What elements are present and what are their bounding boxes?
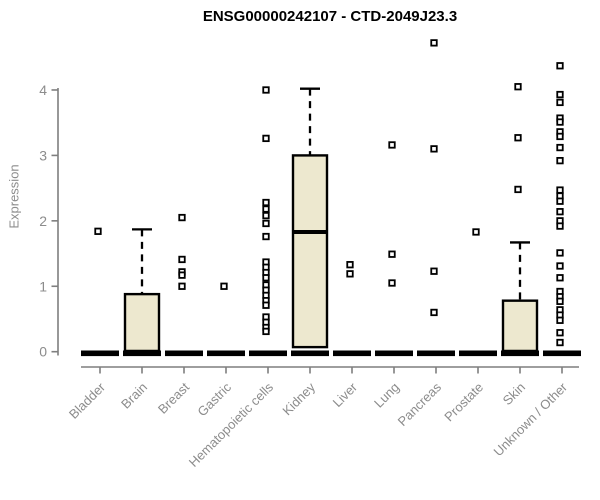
outlier-point	[556, 297, 564, 305]
outlier-point	[556, 197, 564, 205]
outlier-point	[556, 249, 564, 257]
y-tick-label: 2	[39, 213, 47, 229]
x-tick-label: Prostate	[441, 380, 486, 425]
x-tick-label: Pancreas	[395, 379, 445, 429]
outlier-point	[556, 329, 564, 337]
x-tick-label: Skin	[500, 380, 528, 408]
outlier-point	[514, 185, 522, 194]
outlier-point	[556, 222, 564, 230]
outlier-point	[556, 143, 564, 152]
outlier-point	[262, 219, 270, 228]
outlier-point	[556, 118, 564, 126]
y-tick-label: 1	[39, 278, 47, 294]
outlier-point	[556, 156, 564, 165]
outlier-point	[514, 83, 522, 91]
outlier-point	[388, 250, 396, 258]
outlier-point	[430, 145, 438, 153]
x-tick-label: Unknown / Other	[491, 379, 571, 459]
y-tick-label: 0	[39, 344, 47, 360]
outlier-point	[178, 282, 186, 290]
box	[501, 299, 539, 353]
zero-bar	[123, 350, 161, 357]
zero-bar	[417, 350, 455, 357]
outlier-point	[178, 271, 186, 279]
x-tick-label: Brain	[118, 380, 150, 412]
x-tick-label: Kidney	[279, 379, 318, 418]
zero-bar	[459, 350, 497, 357]
outlier-point	[220, 282, 228, 290]
outlier-point	[556, 90, 564, 99]
outlier-point	[556, 132, 564, 141]
zero-bar	[501, 350, 539, 357]
outlier-point	[262, 301, 270, 309]
outlier-point	[262, 205, 270, 213]
outlier-point	[262, 232, 270, 241]
outlier-point	[262, 274, 270, 282]
outlier-point	[430, 39, 438, 47]
outlier-point	[262, 211, 270, 220]
outlier-point	[556, 62, 564, 70]
outlier-point	[556, 274, 564, 282]
outlier-point	[178, 213, 186, 222]
x-tick-label: Gastric	[194, 379, 234, 419]
outlier-point	[556, 338, 564, 347]
outlier-point	[514, 134, 522, 142]
zero-bar	[375, 350, 413, 357]
outlier-point	[388, 141, 396, 149]
x-tick-label: Liver	[330, 379, 361, 410]
zero-bar	[543, 350, 581, 357]
outlier-point	[178, 255, 186, 264]
outlier-point	[388, 279, 396, 287]
zero-bar	[291, 350, 329, 357]
zero-bar	[165, 350, 203, 357]
outlier-point	[262, 86, 270, 94]
zero-bar	[249, 350, 287, 357]
outlier-point	[430, 267, 438, 275]
x-tick-label: Bladder	[66, 379, 109, 422]
outlier-point	[346, 270, 354, 278]
y-tick-label: 4	[39, 82, 47, 98]
box	[123, 292, 161, 353]
outlier-point	[556, 208, 564, 216]
zero-bar	[207, 350, 245, 357]
zero-bar	[333, 350, 371, 357]
outlier-point	[556, 316, 564, 324]
x-tick-label: Lung	[371, 380, 402, 411]
outlier-point	[556, 262, 564, 270]
outlier-point	[94, 227, 102, 235]
outlier-point	[262, 198, 270, 207]
zero-bar	[81, 350, 119, 357]
outlier-point	[262, 327, 270, 336]
x-tick-label: Breast	[155, 379, 192, 416]
y-tick-label: 3	[39, 147, 47, 163]
box	[291, 154, 329, 349]
outlier-point	[472, 228, 480, 236]
outlier-point	[346, 261, 354, 269]
outlier-point	[556, 186, 564, 194]
chart-title: ENSG00000242107 - CTD-2049J23.3	[202, 8, 458, 25]
outlier-point	[262, 134, 270, 143]
outlier-point	[556, 98, 564, 107]
outlier-point	[430, 308, 438, 317]
